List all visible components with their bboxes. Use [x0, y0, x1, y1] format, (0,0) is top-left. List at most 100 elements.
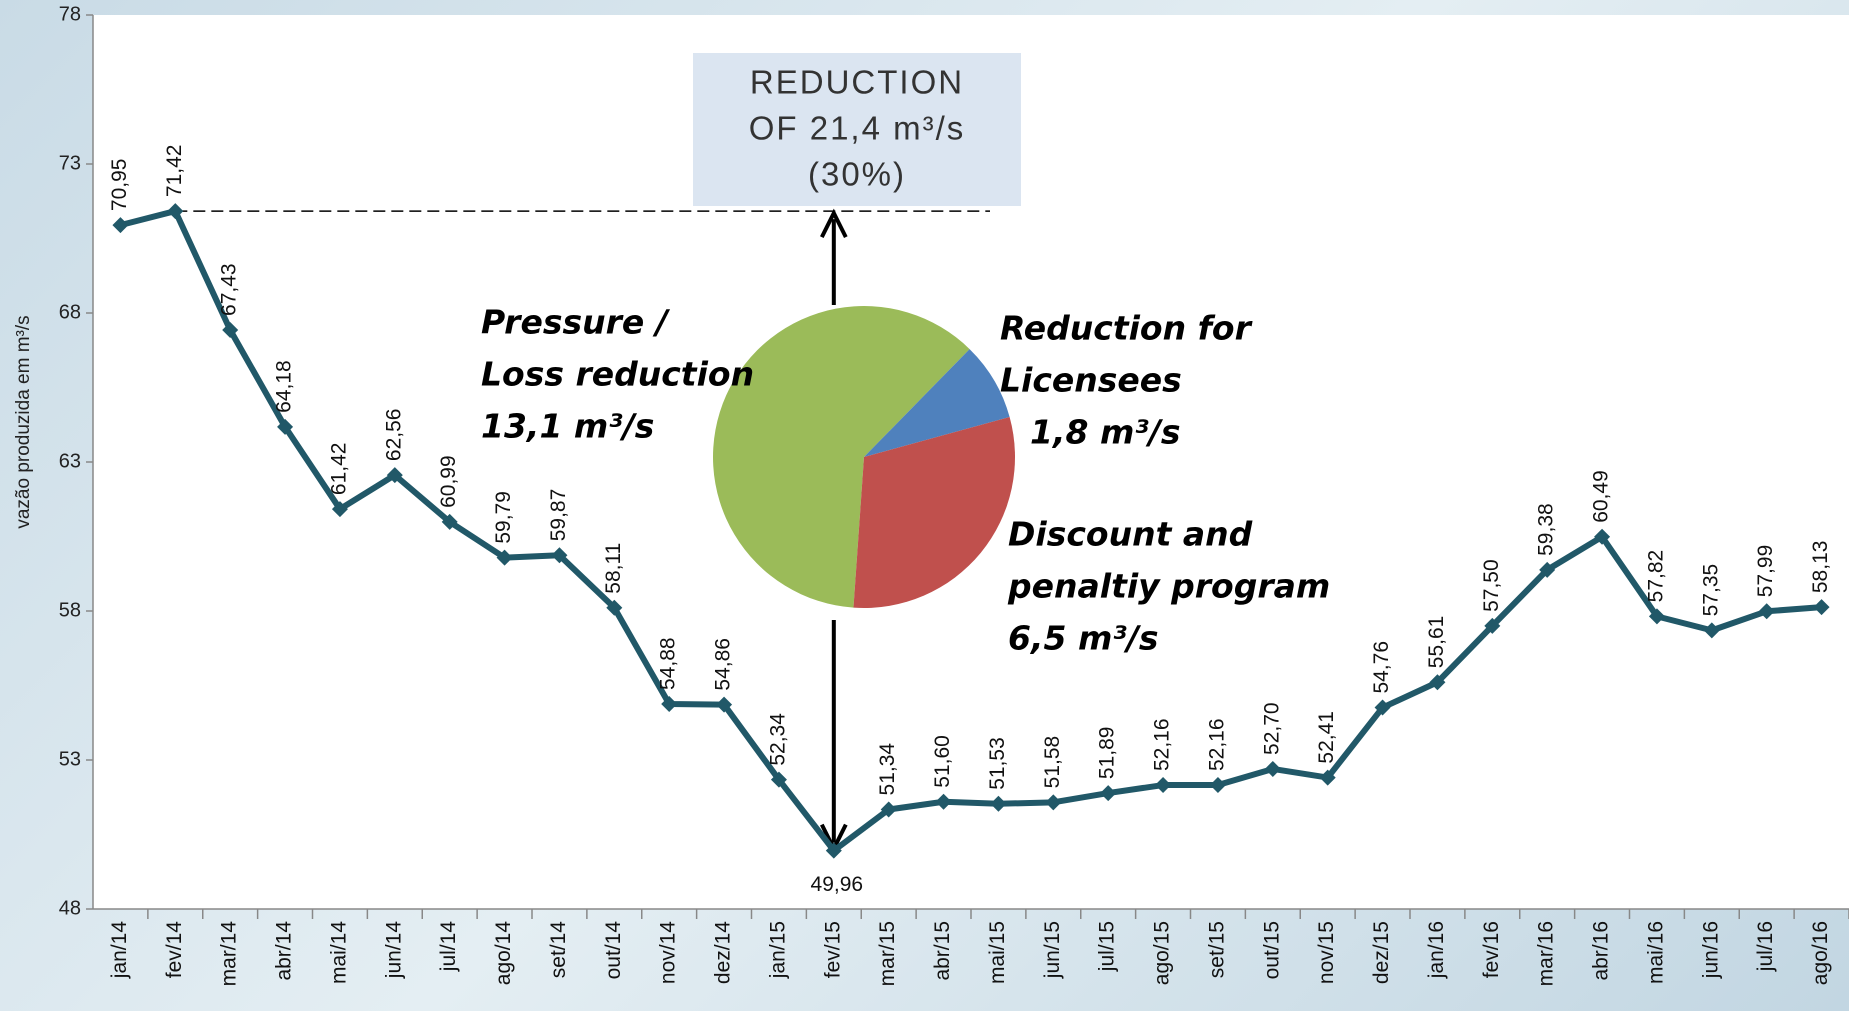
- data-point: [1319, 769, 1336, 786]
- data-label: 60,99: [437, 455, 460, 508]
- x-tick-label: jul/14: [437, 921, 460, 973]
- annotation-box: [693, 53, 1021, 206]
- data-point: [1155, 777, 1172, 794]
- annotation-text: (30%): [808, 156, 906, 193]
- x-tick-label: jul/16: [1754, 921, 1777, 972]
- x-tick-label: jul/15: [1096, 921, 1119, 972]
- data-point: [112, 217, 129, 234]
- data-point: [386, 467, 403, 484]
- y-tick-label: 48: [59, 897, 81, 919]
- x-tick-label: abr/16: [1590, 921, 1613, 981]
- data-point: [1648, 608, 1665, 625]
- x-tick-label: jun/16: [1699, 921, 1722, 979]
- annotation-text: OF 21,4 m³/s: [749, 110, 966, 147]
- y-axis-label: vazão produzida em m³/s: [13, 315, 34, 528]
- data-label: 59,79: [492, 491, 515, 544]
- data-point: [167, 203, 184, 220]
- pie-label: Reduction for: [1000, 309, 1253, 348]
- data-label: 54,76: [1370, 641, 1393, 694]
- data-point: [1045, 794, 1062, 811]
- x-tick-label: set/15: [1205, 921, 1228, 978]
- data-label: 52,16: [1151, 718, 1174, 771]
- data-point: [825, 842, 842, 859]
- x-tick-label: jan/16: [1425, 921, 1448, 979]
- data-label: 59,38: [1535, 503, 1558, 556]
- x-tick-label: fev/15: [821, 921, 844, 978]
- data-point: [551, 547, 568, 564]
- data-point: [1209, 777, 1226, 794]
- data-point: [1100, 785, 1117, 802]
- data-label: 70,95: [108, 159, 131, 212]
- x-tick-label: nov/15: [1315, 921, 1338, 984]
- y-tick-label: 58: [59, 599, 81, 621]
- pie-label: penaltiy program: [1007, 567, 1330, 606]
- annotation-text: REDUCTION: [750, 64, 964, 101]
- data-point: [935, 793, 952, 810]
- data-label: 52,70: [1260, 702, 1283, 755]
- y-tick-label: 63: [59, 450, 81, 472]
- x-tick-label: jun/15: [1041, 921, 1064, 979]
- data-point: [606, 599, 623, 616]
- x-tick-label: mai/14: [327, 921, 350, 984]
- data-point: [990, 795, 1007, 812]
- data-point: [1484, 617, 1501, 634]
- data-label: 57,99: [1754, 545, 1777, 598]
- data-label: 71,42: [163, 145, 186, 198]
- data-point: [1264, 760, 1281, 777]
- x-tick-label: dez/15: [1370, 921, 1393, 984]
- data-point: [441, 513, 458, 530]
- data-label: 52,16: [1205, 718, 1228, 771]
- data-label: 67,43: [218, 263, 241, 316]
- data-label: 54,88: [657, 637, 680, 690]
- data-label: 58,13: [1809, 541, 1832, 594]
- data-label: 51,89: [1096, 727, 1119, 780]
- data-label: 49,96: [811, 873, 864, 896]
- data-point: [496, 549, 513, 566]
- x-tick-label: jun/14: [382, 921, 405, 980]
- data-point: [1594, 528, 1611, 545]
- data-label: 57,35: [1699, 564, 1722, 617]
- pie-slice: [712, 305, 970, 608]
- data-label: 57,50: [1480, 559, 1503, 612]
- data-point: [1374, 699, 1391, 716]
- x-tick-label: dez/14: [712, 921, 735, 984]
- data-label: 51,53: [986, 737, 1009, 790]
- x-tick-label: jan/14: [108, 921, 131, 980]
- x-tick-label: mai/15: [986, 921, 1009, 984]
- x-tick-label: fev/14: [163, 921, 186, 979]
- data-point: [716, 696, 733, 713]
- data-label: 62,56: [382, 409, 405, 462]
- x-tick-label: out/14: [602, 921, 625, 980]
- pie-slice: [853, 417, 1015, 608]
- x-tick-label: nov/14: [657, 921, 680, 984]
- x-tick-label: ago/16: [1809, 921, 1832, 985]
- data-label: 51,58: [1041, 736, 1064, 789]
- x-tick-label: jan/15: [766, 921, 789, 979]
- data-label: 52,41: [1315, 711, 1338, 764]
- data-label: 57,82: [1644, 550, 1667, 603]
- data-label: 64,18: [273, 360, 296, 413]
- data-point: [1429, 674, 1446, 691]
- data-label: 52,34: [766, 713, 789, 766]
- x-tick-label: abr/14: [273, 921, 296, 981]
- pie-value-label: 1,8 m³/s: [1030, 413, 1180, 452]
- arrow-head: [820, 208, 848, 238]
- pie-slice: [864, 349, 1010, 457]
- data-point: [1539, 561, 1556, 578]
- data-label: 51,34: [876, 743, 899, 796]
- y-tick-label: 68: [59, 301, 81, 323]
- data-line: [119, 208, 1822, 854]
- data-point: [222, 321, 239, 338]
- pie-value-label: 6,5 m³/s: [1008, 619, 1158, 658]
- data-label: 60,49: [1590, 470, 1613, 523]
- x-tick-label: ago/14: [492, 921, 515, 986]
- x-tick-label: set/14: [547, 921, 570, 979]
- pie-label: Pressure /: [481, 303, 671, 342]
- x-tick-label: out/15: [1260, 921, 1283, 979]
- data-label: 51,60: [931, 735, 954, 788]
- data-label: 58,11: [602, 543, 625, 594]
- data-label: 61,42: [327, 443, 350, 496]
- x-tick-label: mai/16: [1644, 921, 1667, 984]
- data-label: 55,61: [1425, 616, 1448, 669]
- data-point: [770, 771, 787, 788]
